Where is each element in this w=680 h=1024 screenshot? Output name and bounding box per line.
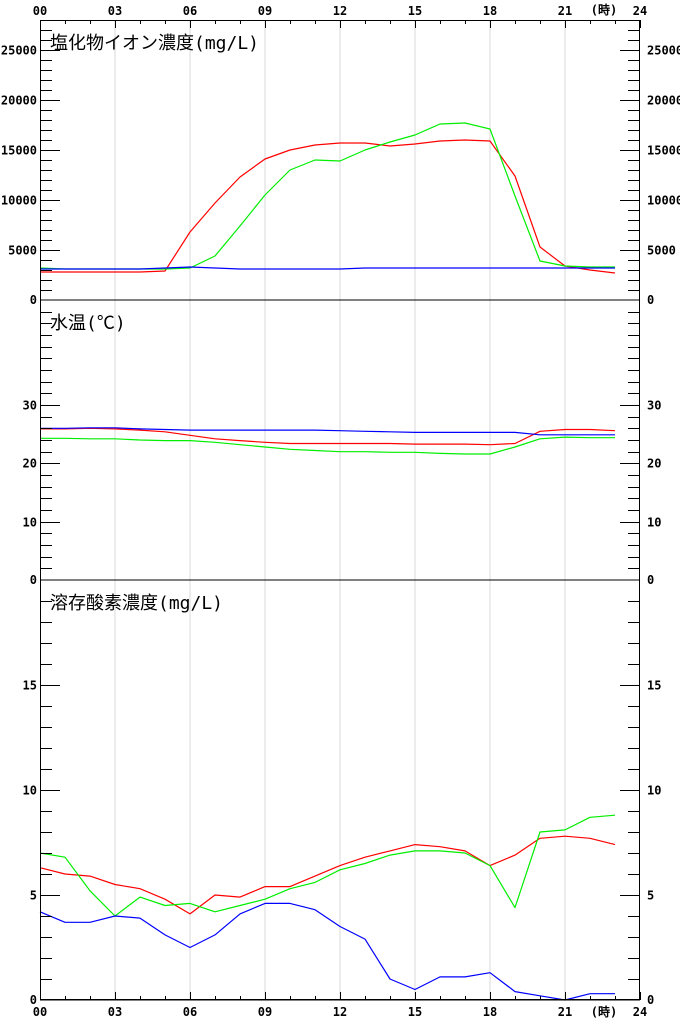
series-line-dissolved-oxygen-2 bbox=[39, 902, 615, 1001]
x-unit-label-top: (時) bbox=[591, 2, 617, 17]
panel-title-chloride: 塩化物イオン濃度(mg/L) bbox=[50, 33, 259, 54]
x-tick-label-top: 06 bbox=[183, 4, 197, 18]
x-tick-label-bottom: 12 bbox=[333, 1005, 347, 1019]
y-tick-label-left: 0 bbox=[30, 993, 37, 1007]
y-tick-label-right: 10 bbox=[647, 784, 661, 798]
panel-title-water-temp: 水温(℃) bbox=[50, 313, 126, 334]
series-line-water-temp-2 bbox=[40, 427, 615, 436]
y-tick-label-right: 15000 bbox=[647, 144, 680, 158]
x-tick-label-top: 15 bbox=[408, 4, 422, 18]
y-tick-label-right: 5 bbox=[647, 889, 654, 903]
x-tick-label-bottom: 06 bbox=[183, 1005, 197, 1019]
y-tick-label-left: 0 bbox=[30, 293, 37, 307]
y-tick-label-right: 25000 bbox=[647, 44, 680, 58]
y-tick-label-right: 30 bbox=[647, 399, 661, 413]
x-tick-label-top: 12 bbox=[333, 4, 347, 18]
series-line-chloride-1 bbox=[39, 122, 615, 270]
series-line-dissolved-oxygen-0 bbox=[39, 835, 616, 915]
x-tick-label-bottom: 15 bbox=[408, 1005, 422, 1019]
series-line-dissolved-oxygen-1 bbox=[39, 814, 616, 917]
series-line-chloride-0 bbox=[40, 139, 616, 274]
y-tick-label-right: 20000 bbox=[647, 94, 680, 108]
series-layer bbox=[39, 122, 616, 1001]
y-tick-label-right: 20 bbox=[647, 457, 661, 471]
x-tick-label-top: 03 bbox=[108, 4, 122, 18]
series-line-water-temp-0 bbox=[40, 427, 616, 446]
series-line-water-temp-1 bbox=[40, 436, 615, 455]
y-tick-label-left: 5000 bbox=[8, 244, 37, 258]
x-tick-label-bottom: 03 bbox=[108, 1005, 122, 1019]
y-tick-label-right: 0 bbox=[647, 993, 654, 1007]
x-tick-label-bottom: 24 bbox=[633, 1005, 647, 1019]
x-tick-label-top: 00 bbox=[33, 4, 47, 18]
y-tick-label-left: 15 bbox=[23, 679, 37, 693]
y-tick-label-right: 10000 bbox=[647, 194, 680, 208]
y-tick-label-left: 30 bbox=[23, 399, 37, 413]
y-tick-label-left: 0 bbox=[30, 573, 37, 587]
x-tick-label-bottom: 21 bbox=[558, 1005, 572, 1019]
y-tick-label-left: 20000 bbox=[1, 94, 37, 108]
y-tick-label-left: 10 bbox=[23, 516, 37, 530]
y-tick-label-left: 10 bbox=[23, 784, 37, 798]
x-tick-label-top: 24 bbox=[633, 4, 647, 18]
x-tick-label-bottom: 00 bbox=[33, 1005, 47, 1019]
y-tick-label-left: 20 bbox=[23, 457, 37, 471]
y-tick-label-left: 5 bbox=[30, 889, 37, 903]
series-line-chloride-2 bbox=[40, 266, 615, 270]
y-tick-label-right: 0 bbox=[647, 293, 654, 307]
y-tick-label-right: 15 bbox=[647, 679, 661, 693]
x-unit-label-bottom: (時) bbox=[591, 1004, 617, 1019]
y-tick-label-right: 10 bbox=[647, 516, 661, 530]
y-tick-label-left: 10000 bbox=[1, 194, 37, 208]
y-tick-label-right: 5000 bbox=[647, 244, 676, 258]
y-tick-label-left: 25000 bbox=[1, 44, 37, 58]
x-tick-label-top: 21 bbox=[558, 4, 572, 18]
x-tick-label-bottom: 09 bbox=[258, 1005, 272, 1019]
x-tick-label-top: 18 bbox=[483, 4, 497, 18]
frame-layer bbox=[40, 20, 641, 1001]
panel-title-dissolved-oxygen: 溶存酸素濃度(mg/L) bbox=[50, 593, 223, 614]
x-tick-label-bottom: 18 bbox=[483, 1005, 497, 1019]
y-tick-label-right: 0 bbox=[647, 573, 654, 587]
grid-layer bbox=[114, 20, 566, 1000]
y-tick-label-left: 15000 bbox=[1, 144, 37, 158]
x-tick-label-top: 09 bbox=[258, 4, 272, 18]
